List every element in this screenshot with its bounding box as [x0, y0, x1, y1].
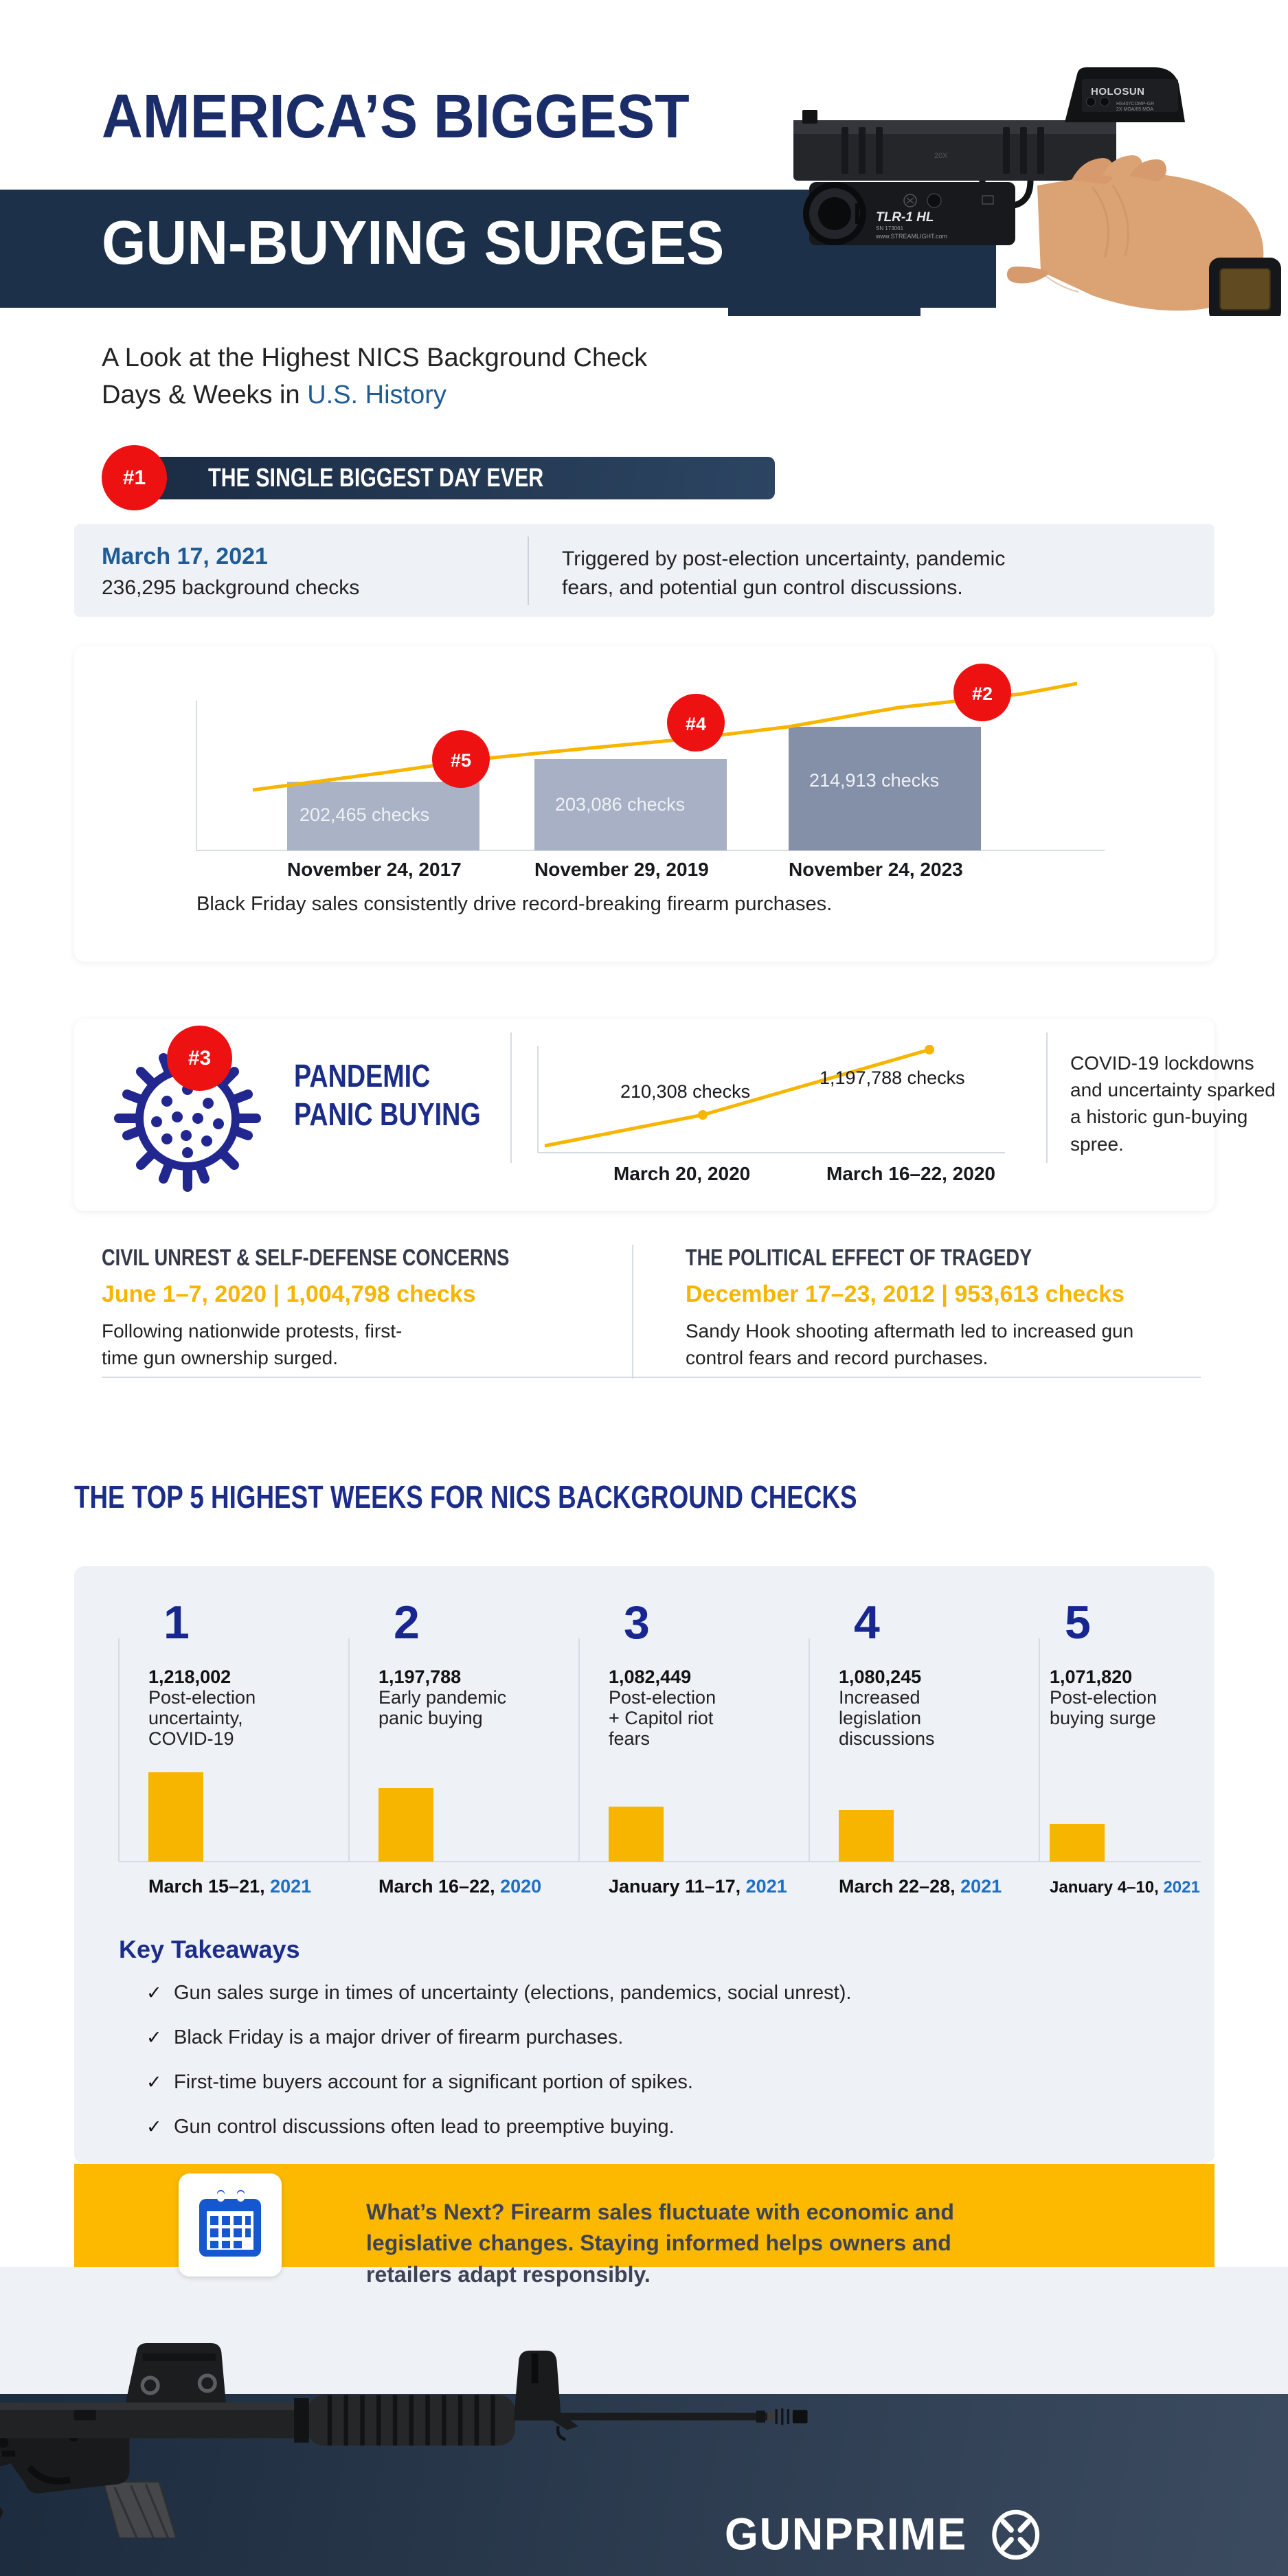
svg-text:1,197,788 checks: 1,197,788 checks [820, 1067, 965, 1088]
svg-text:Key Takeaways: Key Takeaways [119, 1935, 300, 1963]
svg-text:HOLOSUN: HOLOSUN [1091, 86, 1145, 98]
svg-text:TLR-1 HL: TLR-1 HL [876, 210, 934, 225]
svg-text:Gun control discussions often: Gun control discussions often lead to pr… [174, 2116, 675, 2138]
svg-text:4: 4 [854, 1596, 880, 1649]
svg-text:1,082,449: 1,082,449 [609, 1667, 691, 1687]
svg-text:March 15–21, 2021: March 15–21, 2021 [148, 1876, 311, 1897]
svg-text:First-time buyers account for: First-time buyers account for a signific… [174, 2071, 693, 2093]
svg-text:203,086 checks: 203,086 checks [555, 794, 685, 815]
svg-text:Gun sales surge in times of un: Gun sales surge in times of uncertainty … [174, 1982, 851, 2004]
svg-text:1,071,820: 1,071,820 [1050, 1667, 1132, 1687]
svg-text:#2: #2 [972, 683, 993, 704]
svg-text:#4: #4 [686, 714, 706, 734]
svg-text:202,465 checks: 202,465 checks [300, 804, 429, 825]
svg-text:March 16–22, 2020: March 16–22, 2020 [826, 1163, 995, 1184]
svg-text:Early pandemic: Early pandemic [379, 1687, 506, 1708]
svg-text:Black Friday is a major driver: Black Friday is a major driver of firear… [174, 2026, 623, 2048]
svg-text:Black Friday sales consistentl: Black Friday sales consistently drive re… [196, 893, 832, 915]
svg-text:March 22–28, 2021: March 22–28, 2021 [839, 1876, 1002, 1897]
svg-text:+ Capitol riot: + Capitol riot [609, 1708, 714, 1728]
svg-text:Post-election: Post-election [148, 1687, 256, 1708]
svg-text:HS407COMP-GR: HS407COMP-GR [1116, 102, 1154, 106]
svg-text:2X MOA/65 MOA: 2X MOA/65 MOA [1116, 107, 1153, 112]
svg-text:panic buying: panic buying [379, 1708, 483, 1728]
svg-text:discussions: discussions [839, 1728, 935, 1749]
svg-text:1,080,245: 1,080,245 [839, 1667, 921, 1687]
svg-text:5: 5 [1065, 1596, 1091, 1649]
svg-text:www.STREAMLIGHT.com: www.STREAMLIGHT.com [875, 233, 947, 240]
svg-text:✓: ✓ [146, 2072, 162, 2092]
svg-text:Post-election: Post-election [609, 1687, 716, 1708]
svg-text:November 24, 2017: November 24, 2017 [287, 859, 462, 880]
svg-text:3: 3 [624, 1596, 650, 1649]
svg-text:210,308 checks: 210,308 checks [620, 1081, 750, 1102]
svg-text:March 20, 2020: March 20, 2020 [613, 1163, 750, 1184]
svg-text:20X: 20X [934, 152, 948, 160]
svg-text:November 29, 2019: November 29, 2019 [534, 859, 709, 880]
svg-text:1,218,002: 1,218,002 [148, 1667, 231, 1687]
svg-text:January 4–10, 2021: January 4–10, 2021 [1050, 1878, 1200, 1897]
svg-text:✓: ✓ [146, 1982, 162, 2003]
svg-text:SN 173061: SN 173061 [876, 225, 904, 231]
svg-text:COVID-19: COVID-19 [148, 1728, 234, 1749]
svg-text:1: 1 [163, 1596, 190, 1649]
svg-text:fears: fears [609, 1728, 650, 1749]
svg-text:✓: ✓ [146, 2027, 162, 2048]
svg-text:2: 2 [394, 1596, 420, 1649]
svg-text:March 16–22, 2020: March 16–22, 2020 [379, 1876, 541, 1897]
svg-text:✓: ✓ [146, 2116, 162, 2137]
svg-text:legislation: legislation [839, 1708, 921, 1728]
svg-text:1,197,788: 1,197,788 [379, 1667, 461, 1687]
svg-text:January 11–17, 2021: January 11–17, 2021 [609, 1876, 787, 1897]
svg-text:214,913 checks: 214,913 checks [809, 770, 939, 791]
svg-text:Increased: Increased [839, 1687, 920, 1708]
svg-text:November 24, 2023: November 24, 2023 [789, 859, 963, 880]
svg-text:Post-election: Post-election [1050, 1687, 1157, 1708]
svg-text:buying surge: buying surge [1050, 1708, 1156, 1728]
svg-text:uncertainty,: uncertainty, [148, 1708, 243, 1728]
svg-text:#5: #5 [451, 750, 471, 771]
